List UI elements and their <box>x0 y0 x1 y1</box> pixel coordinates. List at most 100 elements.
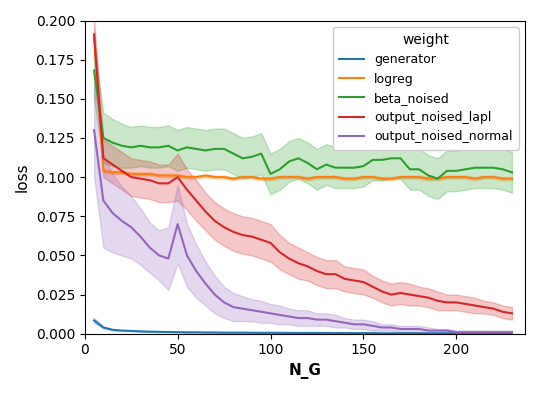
output_noised_lapl <box>305 264 311 269</box>
generator <box>490 331 497 336</box>
beta_noised <box>212 147 218 151</box>
logreg <box>91 32 97 37</box>
output_noised_lapl <box>165 181 172 186</box>
beta_noised <box>221 147 227 151</box>
logreg <box>490 175 497 180</box>
generator <box>193 330 199 335</box>
generator <box>435 331 441 336</box>
logreg <box>137 172 144 177</box>
logreg <box>509 176 515 181</box>
logreg <box>119 170 125 175</box>
beta_noised <box>165 143 172 148</box>
beta_noised <box>110 140 116 145</box>
output_noised_lapl <box>110 162 116 167</box>
beta_noised <box>286 159 292 164</box>
logreg <box>174 173 181 178</box>
beta_noised <box>379 158 385 162</box>
output_noised_normal <box>128 225 134 230</box>
generator <box>91 318 97 323</box>
logreg <box>444 175 450 180</box>
output_noised_normal <box>174 222 181 227</box>
output_noised_normal <box>165 256 172 261</box>
output_noised_lapl <box>267 240 274 245</box>
output_noised_lapl <box>332 272 339 277</box>
output_noised_normal <box>267 311 274 316</box>
beta_noised <box>397 156 404 161</box>
output_noised_normal <box>351 322 357 327</box>
output_noised_normal <box>91 128 97 132</box>
output_noised_normal <box>397 327 404 331</box>
output_noised_lapl <box>202 209 209 214</box>
output_noised_lapl <box>351 278 357 283</box>
output_noised_normal <box>425 328 431 333</box>
generator <box>184 330 190 335</box>
beta_noised <box>119 143 125 148</box>
output_noised_normal <box>295 316 302 320</box>
output_noised_normal <box>490 330 497 335</box>
generator <box>305 331 311 335</box>
logreg <box>314 175 320 180</box>
output_noised_normal <box>146 245 153 250</box>
output_noised_lapl <box>379 289 385 294</box>
beta_noised <box>230 151 237 156</box>
logreg <box>305 176 311 181</box>
output_noised_normal <box>314 317 320 322</box>
output_noised_lapl <box>490 306 497 311</box>
beta_noised <box>416 167 422 172</box>
logreg <box>249 175 255 180</box>
beta_noised <box>193 147 199 151</box>
beta_noised <box>388 156 395 161</box>
generator <box>202 330 209 335</box>
generator <box>397 331 404 336</box>
Y-axis label: loss: loss <box>15 162 30 192</box>
beta_noised <box>360 164 367 169</box>
output_noised_lapl <box>462 301 469 306</box>
output_noised_lapl <box>295 261 302 266</box>
logreg <box>342 176 348 181</box>
output_noised_normal <box>416 327 422 331</box>
output_noised_normal <box>249 308 255 312</box>
generator <box>342 331 348 335</box>
output_noised_lapl <box>397 291 404 296</box>
output_noised_normal <box>471 330 478 335</box>
Line: generator: generator <box>94 320 512 333</box>
output_noised_normal <box>137 234 144 239</box>
generator <box>212 330 218 335</box>
Line: output_noised_lapl: output_noised_lapl <box>94 35 512 313</box>
generator <box>453 331 460 336</box>
generator <box>221 330 227 335</box>
beta_noised <box>490 165 497 170</box>
beta_noised <box>342 165 348 170</box>
generator <box>351 331 357 335</box>
beta_noised <box>453 169 460 173</box>
Line: logreg: logreg <box>94 35 512 178</box>
logreg <box>165 173 172 178</box>
generator <box>267 331 274 335</box>
logreg <box>286 175 292 180</box>
generator <box>110 327 116 332</box>
output_noised_lapl <box>425 296 431 300</box>
output_noised_normal <box>100 198 106 203</box>
output_noised_lapl <box>91 32 97 37</box>
generator <box>295 331 302 335</box>
generator <box>471 331 478 336</box>
generator <box>276 331 283 335</box>
output_noised_normal <box>258 309 265 314</box>
output_noised_normal <box>119 219 125 223</box>
generator <box>500 331 506 336</box>
beta_noised <box>481 165 488 170</box>
output_noised_lapl <box>221 225 227 230</box>
generator <box>407 331 413 336</box>
logreg <box>416 175 422 180</box>
logreg <box>453 175 460 180</box>
generator <box>379 331 385 336</box>
logreg <box>295 175 302 180</box>
output_noised_lapl <box>360 280 367 284</box>
logreg <box>128 172 134 177</box>
logreg <box>481 175 488 180</box>
logreg <box>239 175 246 180</box>
generator <box>388 331 395 336</box>
beta_noised <box>137 143 144 148</box>
logreg <box>193 175 199 180</box>
beta_noised <box>276 167 283 172</box>
